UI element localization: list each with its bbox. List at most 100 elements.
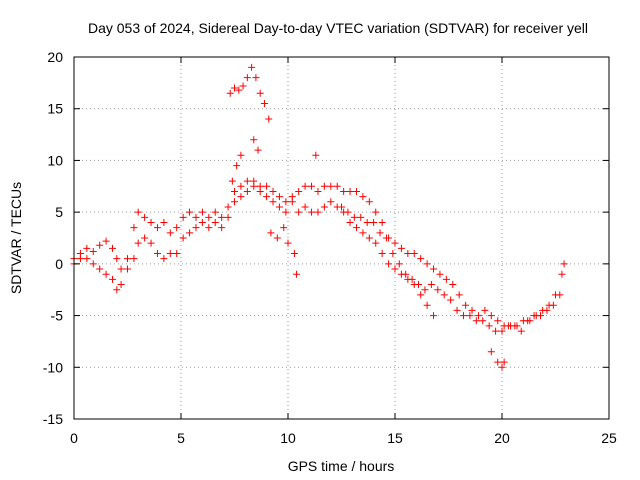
data-point [466, 312, 474, 320]
data-point [147, 218, 155, 226]
data-point [434, 286, 442, 294]
data-point [231, 84, 238, 92]
data-point [218, 213, 226, 221]
data-point [248, 63, 256, 71]
data-point [239, 82, 247, 90]
series-track-c [338, 203, 568, 335]
data-point [256, 89, 264, 97]
data-point [113, 255, 121, 263]
data-point [153, 250, 161, 258]
data-point [378, 218, 386, 226]
data-point [423, 301, 431, 309]
data-point [147, 239, 155, 247]
data-point [231, 187, 238, 195]
data-point [417, 291, 425, 299]
data-point [370, 218, 378, 226]
data-point [511, 322, 519, 330]
data-point [340, 187, 348, 195]
data-point [269, 187, 277, 195]
data-point [290, 250, 298, 258]
data-point [436, 270, 444, 278]
data-point [280, 224, 288, 232]
x-tick-label: 5 [177, 430, 185, 446]
data-point [243, 74, 251, 82]
y-tick-label: -5 [51, 308, 64, 324]
data-point [459, 312, 467, 320]
data-point [320, 182, 328, 190]
data-point [109, 244, 117, 252]
data-point [395, 260, 403, 268]
data-point [440, 291, 448, 299]
data-point [89, 260, 97, 268]
data-point [415, 281, 423, 289]
y-axis-label: SDTVAR / TECUs [8, 182, 24, 294]
data-point [166, 229, 174, 237]
data-point [254, 146, 262, 154]
axis-ticks [73, 56, 610, 420]
data-point [263, 193, 271, 201]
data-point [474, 312, 482, 320]
data-point [102, 237, 110, 245]
data-point [228, 177, 236, 185]
data-point [198, 208, 206, 216]
series-track-e [228, 136, 262, 185]
data-point [346, 187, 354, 195]
data-point [231, 198, 238, 206]
data-point [417, 255, 425, 263]
data-point [134, 239, 142, 247]
data-point [237, 193, 245, 201]
data-point [256, 187, 264, 195]
data-point [263, 182, 271, 190]
data-point [76, 255, 84, 263]
data-point [141, 213, 149, 221]
data-point [397, 244, 405, 252]
data-point [295, 187, 303, 195]
data-point [269, 198, 277, 206]
data-point [252, 74, 260, 82]
data-point [430, 265, 438, 273]
data-point [556, 291, 564, 299]
data-point [487, 348, 495, 356]
data-point [226, 89, 234, 97]
data-point [83, 255, 91, 263]
data-point [314, 208, 322, 216]
data-point [498, 363, 506, 371]
data-point [288, 198, 296, 206]
data-point [385, 260, 393, 268]
tick-labels: 0 5 10 15 20 25 -15 -10 -5 0 5 10 15 20 [43, 49, 617, 446]
data-point [243, 187, 251, 195]
data-point [301, 182, 309, 190]
x-tick-label: 0 [70, 430, 78, 446]
data-point [211, 218, 219, 226]
data-point [485, 322, 493, 330]
data-point [427, 281, 435, 289]
data-point [134, 208, 142, 216]
data-point [537, 312, 545, 320]
data-point [447, 296, 455, 304]
data-point [275, 203, 283, 211]
data-point [179, 213, 187, 221]
y-tick-label: -15 [43, 411, 63, 427]
data-point [124, 255, 131, 263]
data-point [327, 182, 335, 190]
data-point [500, 358, 508, 366]
data-point [273, 234, 281, 242]
data-point [498, 327, 506, 335]
data-point [89, 247, 97, 255]
data-point [479, 317, 487, 325]
series-track-a [70, 177, 566, 330]
data-point [233, 162, 241, 170]
data-point [481, 306, 489, 314]
data-point [462, 301, 470, 309]
data-point [83, 244, 91, 252]
data-point [378, 250, 386, 258]
data-point [344, 208, 352, 216]
data-point [192, 213, 200, 221]
data-point [314, 187, 322, 195]
data-point [530, 312, 538, 320]
x-tick-label: 15 [387, 430, 403, 446]
y-tick-label: -10 [43, 359, 63, 375]
data-point [423, 260, 431, 268]
data-point [166, 250, 174, 258]
